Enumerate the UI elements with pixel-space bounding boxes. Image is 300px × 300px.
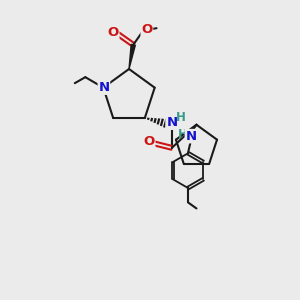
Text: N: N — [98, 81, 110, 94]
Text: N: N — [166, 116, 177, 129]
Text: N: N — [166, 116, 177, 129]
Text: O: O — [141, 23, 152, 36]
Text: N: N — [185, 130, 197, 142]
Text: H: H — [176, 111, 186, 124]
Text: O: O — [107, 26, 119, 39]
Text: O: O — [143, 135, 155, 148]
Text: H: H — [178, 128, 188, 141]
Polygon shape — [129, 44, 135, 69]
